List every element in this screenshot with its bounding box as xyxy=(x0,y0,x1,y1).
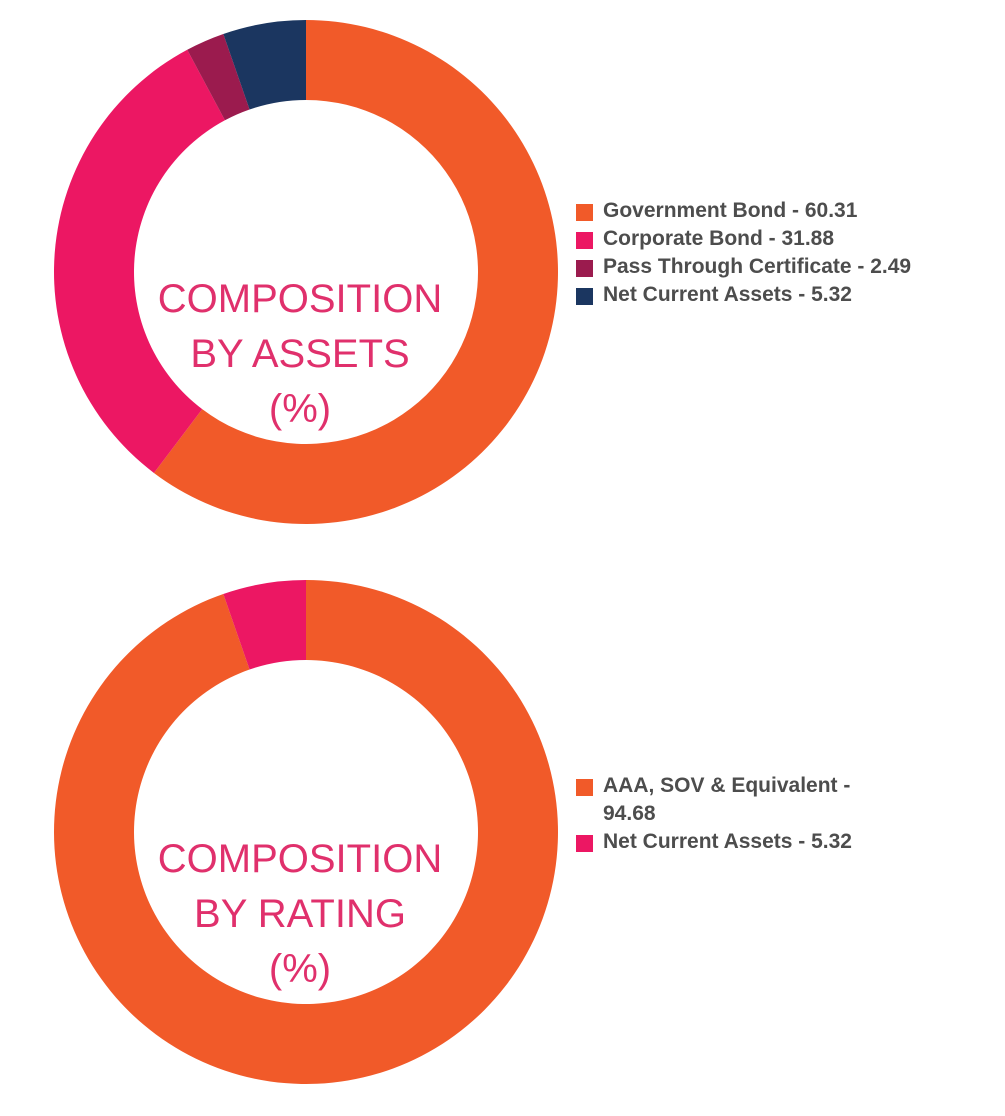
donut-slice-net-current-assets xyxy=(223,580,306,670)
chart-title-assets: COMPOSITION BY ASSETS (%) xyxy=(140,272,460,437)
donut-slice-corporate-bond xyxy=(53,49,225,473)
legend-label: Corporate Bond - 31.88 xyxy=(603,227,835,250)
legend-swatch xyxy=(576,835,593,852)
legend-label: AAA, SOV & Equivalent - 94.68 xyxy=(603,774,851,825)
title-line: BY ASSETS xyxy=(190,332,410,376)
legend-label: Net Current Assets - 5.32 xyxy=(603,283,852,306)
title-line: BY RATING xyxy=(194,892,406,936)
legend-rating: AAA, SOV & Equivalent - 94.68 Net Current… xyxy=(576,772,903,856)
legend-swatch xyxy=(576,232,593,249)
legend-label: Pass Through Certificate - 2.49 xyxy=(603,255,912,278)
donut-slice-pass-through-certificate xyxy=(187,33,250,121)
legend-label: Net Current Assets - 5.32 xyxy=(603,830,852,853)
legend-item: Net Current Assets - 5.32 xyxy=(576,828,903,856)
legend-assets: Government Bond - 60.31 Corporate Bond - … xyxy=(576,197,911,309)
legend-item: Corporate Bond - 31.88 xyxy=(576,225,911,253)
title-line: COMPOSITION xyxy=(157,277,443,321)
legend-item: AAA, SOV & Equivalent - 94.68 xyxy=(576,772,903,828)
chart-title-rating: COMPOSITION BY RATING (%) xyxy=(140,832,460,997)
legend-swatch xyxy=(576,204,593,221)
legend-item: Net Current Assets - 5.32 xyxy=(576,281,911,309)
legend-swatch xyxy=(576,288,593,305)
title-line: (%) xyxy=(268,947,332,991)
legend-swatch xyxy=(576,779,593,796)
title-line: COMPOSITION xyxy=(157,837,443,881)
donut-slice-aaa-sov-equivalent xyxy=(54,580,559,1085)
title-line: (%) xyxy=(268,387,332,431)
legend-item: Pass Through Certificate - 2.49 xyxy=(576,253,911,281)
donut-slice-government-bond xyxy=(153,20,559,524)
legend-label: Government Bond - 60.31 xyxy=(603,199,858,222)
legend-swatch xyxy=(576,260,593,277)
legend-item: Government Bond - 60.31 xyxy=(576,197,911,225)
donut-slice-net-current-assets xyxy=(223,20,306,110)
